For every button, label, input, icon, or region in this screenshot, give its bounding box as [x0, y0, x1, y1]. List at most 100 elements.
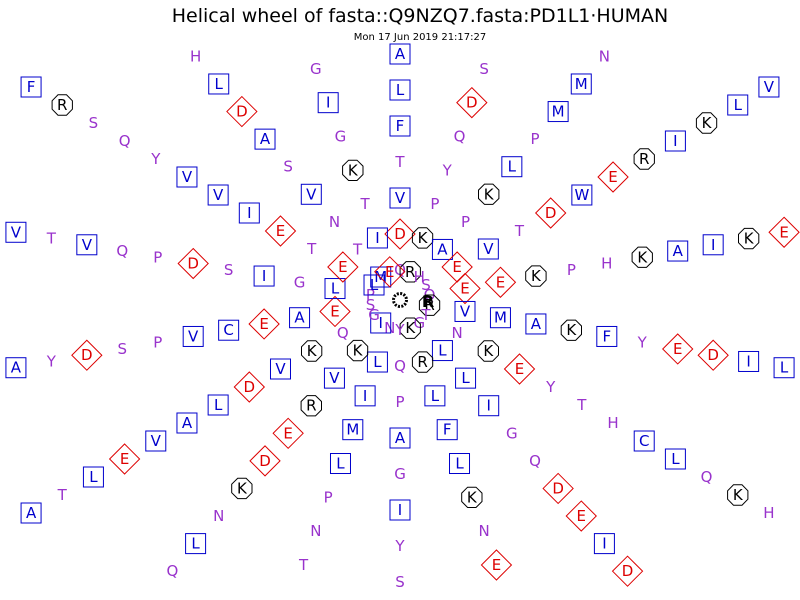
residue-octagon	[738, 227, 760, 250]
residue-letter: D	[244, 378, 256, 396]
residue-square	[454, 300, 476, 322]
residue-octagon	[411, 227, 434, 249]
residue-letter: A	[395, 45, 406, 63]
residue-S-13-7: S	[118, 340, 128, 358]
residue-letter: F	[602, 327, 611, 345]
residue-square	[436, 419, 458, 441]
residue-letter: V	[151, 432, 162, 450]
residue-letter: C	[223, 321, 233, 339]
residue-letter: D	[259, 452, 271, 470]
residue-letter: N	[329, 213, 340, 231]
residue-Q-15-8: Q	[119, 132, 131, 150]
residue-letter: L	[215, 75, 224, 93]
residue-letter: P	[461, 213, 470, 231]
residue-P-1-2: P	[430, 195, 439, 213]
residue-letter: P	[324, 488, 333, 506]
residue-letter: I	[262, 267, 266, 285]
residue-letter: Y	[637, 334, 648, 352]
residue-square	[363, 274, 385, 296]
residue-letter: H	[414, 268, 425, 286]
residue-square	[208, 73, 230, 95]
residue-diamond	[272, 417, 304, 449]
residue-letter: V	[483, 240, 494, 258]
residue-letter: P	[567, 261, 576, 279]
residue-K-4-3: K	[525, 265, 547, 287]
residue-I-9-5: I	[389, 499, 411, 521]
residue-square	[366, 227, 388, 249]
residue-V-12-3: V	[269, 358, 291, 380]
residue-T-12-10: T	[57, 486, 68, 504]
residue-letter: W	[574, 186, 589, 204]
residue-octagon	[560, 319, 582, 341]
residue-E-12-8: E	[108, 443, 141, 475]
residue-letter: E	[259, 315, 268, 333]
residue-letter: S	[118, 340, 128, 358]
residue-square	[633, 430, 655, 452]
residue-letter: Q	[167, 562, 179, 580]
residue-letter: G	[506, 424, 518, 442]
residue-P-4-4: P	[567, 261, 576, 279]
residue-E-13-3: E	[248, 308, 280, 340]
residue-letter: L	[431, 387, 440, 405]
residue-letter: Q	[701, 468, 713, 486]
residue-square	[253, 265, 275, 287]
residue-letter: Y	[442, 161, 453, 179]
residue-square	[5, 221, 27, 243]
residue-N-2-8: N	[599, 47, 610, 65]
residue-octagon	[695, 112, 718, 134]
residue-R-15-10: R	[51, 94, 73, 116]
residue-square	[547, 101, 569, 123]
residue-H-2-0: H	[414, 268, 425, 286]
residue-Y-6-4: Y	[545, 378, 556, 396]
residue-square	[269, 358, 291, 380]
residue-letter: K	[418, 229, 429, 247]
residue-K-8-5: K	[461, 486, 483, 508]
residue-H-4-5: H	[601, 255, 612, 273]
residue-letter: E	[385, 263, 394, 281]
residue-letter: T	[352, 240, 363, 258]
residue-letter: D	[545, 204, 557, 222]
residue-E-6-3: E	[503, 353, 536, 385]
residue-square	[664, 130, 686, 152]
residue-letter: R	[306, 397, 316, 415]
residue-octagon	[399, 317, 421, 339]
residue-square	[431, 340, 453, 362]
residue-G-14-2: G	[294, 273, 306, 291]
residue-square	[317, 92, 339, 114]
residue-square	[571, 184, 593, 206]
residue-letter: N	[384, 319, 395, 337]
residue-letter: G	[294, 273, 306, 291]
residue-letter: D	[552, 479, 564, 497]
residue-D-0-1: D	[384, 218, 416, 250]
residue-square	[370, 312, 392, 334]
residue-I-11-0: I	[370, 312, 392, 334]
residue-square	[525, 313, 547, 335]
residue-letter: F	[27, 78, 36, 96]
residue-diamond	[233, 371, 266, 403]
residue-letter: E	[330, 302, 339, 320]
residue-letter: V	[11, 223, 22, 241]
residue-L-11-8: L	[185, 533, 207, 555]
residue-diamond	[264, 215, 297, 247]
residue-letter: H	[763, 504, 774, 522]
residue-letter: R	[639, 150, 649, 168]
residue-P-2-2: P	[461, 213, 470, 231]
residue-D-13-8: D	[71, 339, 103, 371]
residue-K-11-6: K	[231, 477, 253, 500]
residue-letter: T	[360, 195, 371, 213]
residue-letter: L	[455, 455, 464, 473]
residue-square	[185, 533, 207, 555]
residue-square	[176, 166, 198, 188]
residue-R-8-1: R	[411, 351, 434, 373]
residue-diamond	[319, 295, 351, 328]
residue-letter: S	[421, 276, 431, 294]
residue-T-17-2: T	[360, 195, 371, 213]
residue-letter: Q	[119, 132, 131, 150]
residue-letter: M	[494, 309, 507, 327]
residue-G-17-6: G	[310, 60, 322, 78]
residue-letter: K	[237, 479, 248, 497]
residue-S-16-4: S	[283, 158, 293, 176]
residue-I-5-9: I	[738, 350, 760, 372]
residue-K-6-2: K	[477, 340, 499, 362]
residue-M-5-2: M	[489, 307, 511, 329]
